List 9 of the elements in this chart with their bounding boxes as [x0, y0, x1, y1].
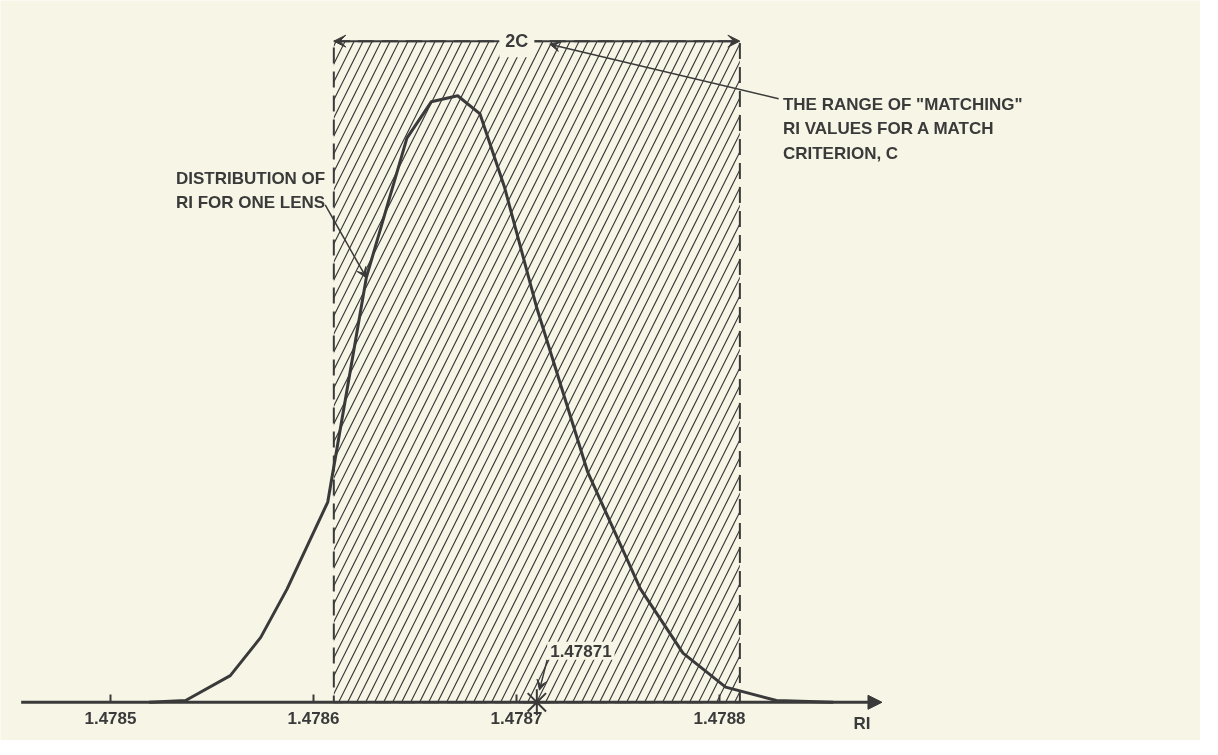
- annotation: DISTRIBUTION OF RI FOR ONE LENS: [175, 168, 326, 213]
- annotation: THE RANGE OF "MATCHING" RI VALUES FOR A MATCH CRITERION, C: [782, 94, 1023, 163]
- annotation: 1.47871: [550, 641, 612, 661]
- x-tick-label: 1.4788: [693, 709, 746, 729]
- x-tick-label: 1.4785: [84, 709, 137, 729]
- x-axis-title: RI: [853, 714, 871, 734]
- band-label: 2C: [505, 31, 529, 52]
- x-tick-label: 1.4787: [490, 709, 543, 729]
- x-tick-label: 1.4786: [287, 709, 340, 729]
